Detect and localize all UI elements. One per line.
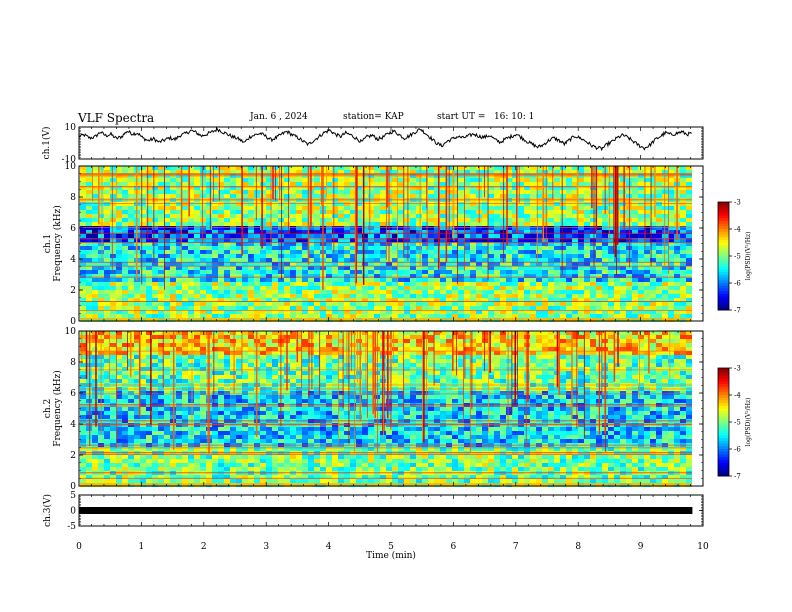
colorbar-tick-label: -4: [734, 226, 741, 234]
ch2-spectrogram-panel: 0 2 4 6 8 10 ch.2Frequency (kHz): [43, 327, 704, 492]
y-axis-label: ch.3(V): [42, 494, 53, 527]
x-tick-label: 8: [575, 542, 581, 552]
y-tick-label: 10: [65, 162, 77, 172]
colorbar-tick-label: -6: [734, 280, 741, 288]
colorbar-tick-label: -7: [734, 473, 741, 481]
x-tick-label: 6: [451, 542, 457, 552]
colorbar-tick-label: -6: [734, 446, 741, 454]
y-tick-label: 10: [65, 327, 77, 337]
station-label: station= KAP: [343, 112, 404, 122]
y-tick-label: 2: [70, 451, 76, 461]
colorbar-tick-label: -3: [734, 199, 741, 207]
date-label: Jan. 6 , 2024: [250, 112, 308, 122]
y-axis-label: ch.2Frequency (kHz): [43, 370, 63, 447]
chart-title: VLF Spectra: [78, 111, 155, 125]
ch1-voltage-panel: 10 -10 ch.1(V): [41, 123, 704, 165]
x-tick-label: 7: [513, 542, 519, 552]
y-tick-label: 4: [70, 420, 76, 430]
ch1-trace-line: [78, 127, 692, 152]
x-tick-label: 0: [76, 542, 82, 552]
y-tick-label: 6: [70, 389, 76, 399]
y-tick-label: 0: [70, 482, 76, 492]
x-tick-label: 10: [697, 542, 709, 552]
colorbar-tick-label: -4: [734, 392, 741, 400]
colorbar-tick-label: -5: [734, 253, 741, 261]
y-tick-label: 0: [70, 507, 76, 517]
x-tick-label: 4: [326, 542, 332, 552]
y-tick-label: -5: [67, 522, 76, 532]
x-tick-label: 5: [388, 542, 394, 552]
y-tick-label: -10: [62, 155, 77, 165]
ch3-trace-line: [79, 507, 693, 514]
y-axis-label: ch.1(V): [41, 127, 52, 160]
start-time-label: start UT = 16: 10: 1: [437, 112, 535, 122]
x-tick-label: 1: [139, 542, 145, 552]
y-tick-label: 10: [65, 123, 77, 133]
y-tick-label: 8: [70, 193, 76, 203]
x-tick-label: 2: [201, 542, 207, 552]
ch1-spectrogram-panel: 0 2 4 6 8 10 ch.1Frequency (kHz): [43, 162, 704, 327]
y-tick-label: 2: [70, 286, 76, 296]
x-tick-label: 3: [263, 542, 269, 552]
colorbar-1: -3 -4 -5 -6 -7 log(PSD)(V²/Hz): [717, 199, 752, 315]
colorbar-tick-label: -5: [734, 419, 741, 427]
colorbar-label: log(PSD)(V²/Hz): [745, 232, 752, 281]
y-tick-label: 8: [70, 358, 76, 368]
colorbar-tick-label: -3: [734, 365, 741, 373]
colorbar-label: log(PSD)(V²/Hz): [745, 398, 752, 447]
x-tick-label: 9: [638, 542, 644, 552]
y-axis-label: ch.1Frequency (kHz): [43, 205, 63, 282]
x-axis-label: Time (min): [366, 550, 416, 561]
y-tick-label: 5: [70, 491, 76, 501]
colorbar-tick-label: -7: [734, 307, 741, 315]
y-tick-label: 4: [70, 255, 76, 265]
colorbar-2: -3 -4 -5 -6 -7 log(PSD)(V²/Hz): [717, 365, 752, 481]
y-tick-label: 6: [70, 224, 76, 234]
y-tick-label: 0: [70, 317, 76, 327]
